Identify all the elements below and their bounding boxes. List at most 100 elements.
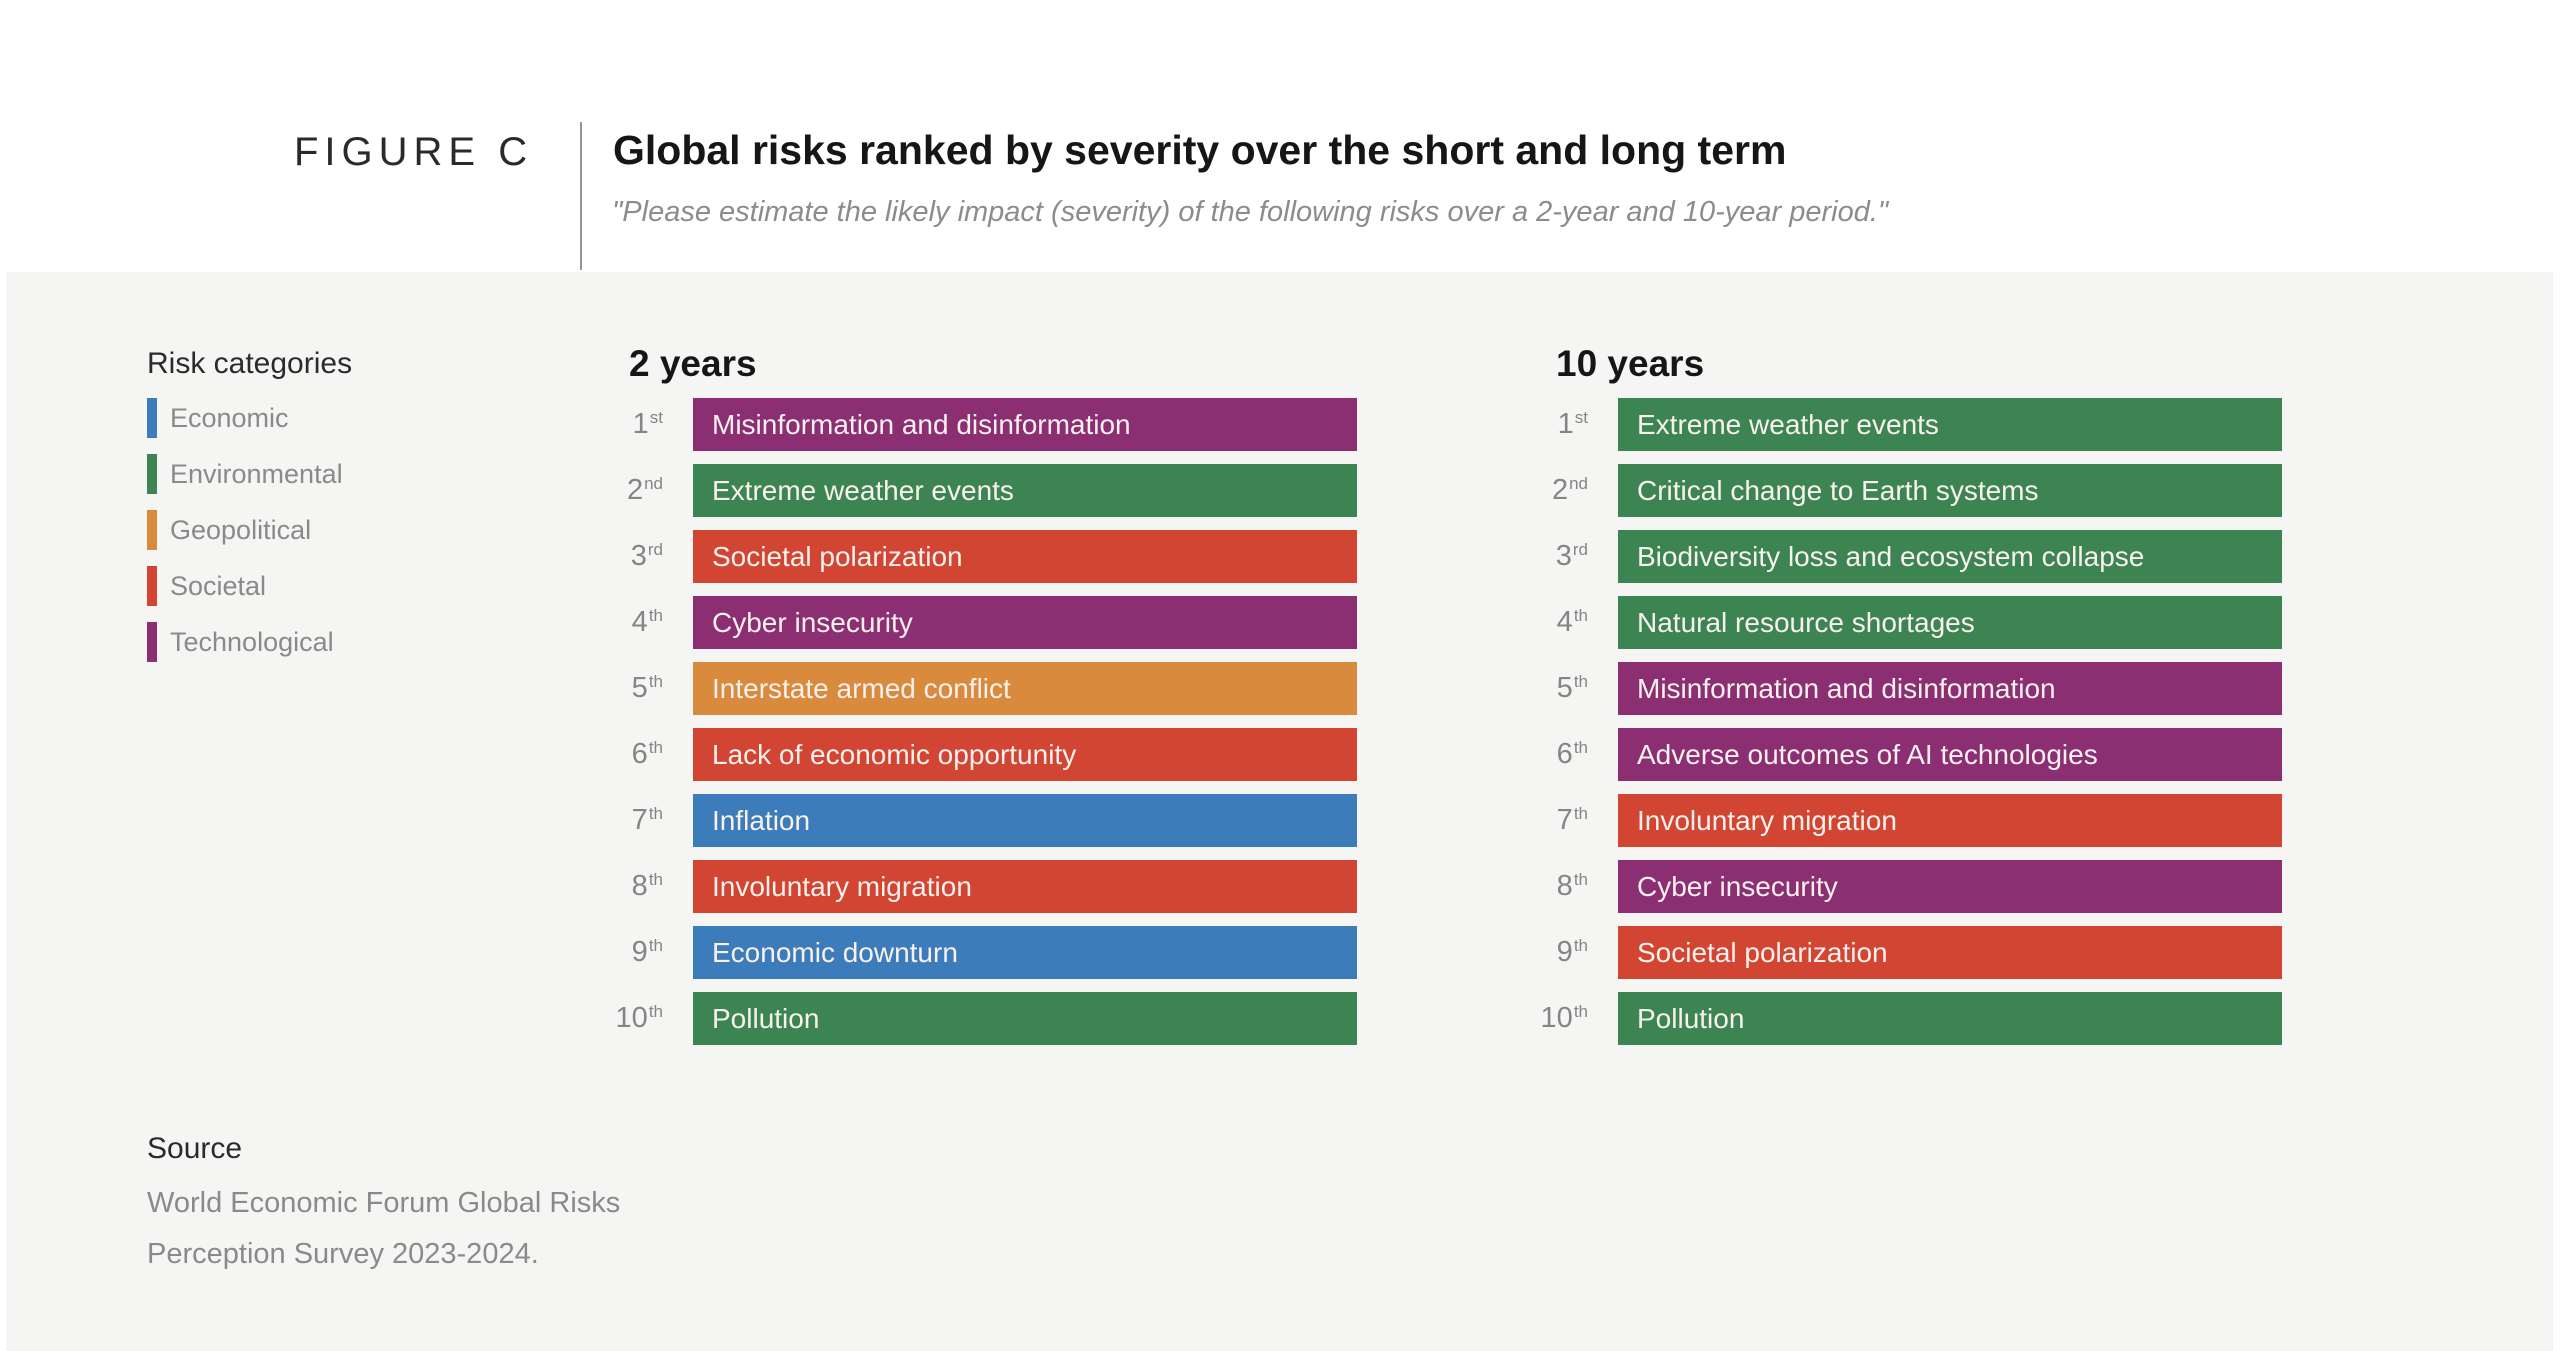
risk-bar-label: Cyber insecurity [1637,870,1838,902]
rank-number: 2 [1551,474,1569,506]
column-rows: 1st Misinformation and disinformation 2n… [543,398,1357,1045]
column-header: 2 years [629,343,757,384]
rank-number: 8 [1556,870,1573,902]
rank-row: 10th Pollution [1468,992,2282,1045]
risk-bar-label: Pollution [712,1002,820,1034]
risk-bar-label: Misinformation and disinformation [1637,672,2056,704]
rank-label: 9th [543,936,693,969]
risk-bar: Biodiversity loss and ecosystem collapse [1618,530,2282,583]
rank-label: 1st [1468,408,1618,441]
risk-bar-label: Economic downturn [712,936,958,968]
rank-suffix: th [1573,804,1588,823]
risk-bar-label: Extreme weather events [1637,408,1939,440]
rank-label: 8th [1468,870,1618,903]
risk-bar: Involuntary migration [1618,794,2282,847]
risk-bar-label: Inflation [712,804,811,836]
rank-row: 9th Societal polarization [1468,926,2282,979]
risk-bar-label: Natural resource shortages [1637,606,1975,638]
rank-number: 2 [626,474,644,506]
header-divider-line [580,122,582,270]
rank-suffix: th [1573,672,1588,691]
legend-title: Risk categories [147,347,353,380]
legend-item: Societal [147,566,352,606]
rank-number: 6 [631,738,648,770]
rank-suffix: rd [647,540,663,559]
rank-row: 3rd Societal polarization [543,530,1357,583]
rank-number: 5 [1556,672,1573,704]
rank-row: 8th Cyber insecurity [1468,860,2282,913]
risk-bar: Adverse outcomes of AI technologies [1618,728,2282,781]
rank-label: 4th [543,606,693,639]
risk-bar: Lack of economic opportunity [693,728,1357,781]
rank-suffix: th [648,738,663,757]
legend-color-chip [147,398,157,438]
rank-label: 10th [543,1002,693,1035]
rank-suffix: th [648,1002,663,1021]
rank-row: 6th Lack of economic opportunity [543,728,1357,781]
risk-bar-label: Misinformation and disinformation [712,408,1131,440]
rank-number: 3 [630,540,647,572]
rank-label: 1st [543,408,693,441]
source-title: Source [147,1132,243,1165]
rank-number: 7 [1556,804,1573,836]
rank-row: 5th Interstate armed conflict [543,662,1357,715]
rank-row: 4th Cyber insecurity [543,596,1357,649]
risk-bar-label: Involuntary migration [712,870,972,902]
rank-number: 5 [631,672,648,704]
risk-bar-label: Societal polarization [1637,936,1888,968]
figure-title: Global risks ranked by severity over the… [613,127,1787,173]
rank-label: 10th [1468,1002,1618,1035]
rank-suffix: th [648,606,663,625]
risk-bar-label: Adverse outcomes of AI technologies [1637,738,2098,770]
risk-bar: Cyber insecurity [693,596,1357,649]
rank-suffix: rd [1572,540,1588,559]
rank-row: 9th Economic downturn [543,926,1357,979]
risk-bar-label: Societal polarization [712,540,963,572]
risk-bar: Interstate armed conflict [693,662,1357,715]
legend-item: Geopolitical [147,510,352,550]
risk-bar: Economic downturn [693,926,1357,979]
risk-bar: Critical change to Earth systems [1618,464,2282,517]
rank-label: 4th [1468,606,1618,639]
rank-suffix: st [1574,408,1588,427]
source-block: Source World Economic Forum Global Risks… [147,1134,620,1280]
rank-suffix: th [1573,738,1588,757]
rank-suffix: th [1573,870,1588,889]
rank-number: 9 [1556,936,1573,968]
rank-row: 6th Adverse outcomes of AI technologies [1468,728,2282,781]
risk-bar-label: Lack of economic opportunity [712,738,1077,770]
rank-row: 7th Inflation [543,794,1357,847]
rank-number: 7 [631,804,648,836]
rank-suffix: th [1573,1002,1588,1021]
rank-suffix: st [649,408,663,427]
rank-suffix: nd [1569,474,1588,493]
rank-row: 2nd Critical change to Earth systems [1468,464,2282,517]
risk-bar-label: Involuntary migration [1637,804,1897,836]
rank-suffix: th [648,804,663,823]
rank-label: 2nd [1468,474,1618,507]
rank-row: 4th Natural resource shortages [1468,596,2282,649]
risk-bar: Misinformation and disinformation [693,398,1357,451]
rank-row: 10th Pollution [543,992,1357,1045]
risk-bar: Inflation [693,794,1357,847]
risk-bar-label: Extreme weather events [712,474,1014,506]
rank-row: 2nd Extreme weather events [543,464,1357,517]
risk-bar: Extreme weather events [1618,398,2282,451]
risk-bar: Cyber insecurity [1618,860,2282,913]
risk-bar: Societal polarization [693,530,1357,583]
rank-number: 6 [1556,738,1573,770]
rank-number: 10 [615,1002,648,1034]
rank-number: 9 [631,936,648,968]
risk-bar: Pollution [693,992,1357,1045]
legend-color-chip [147,510,157,550]
legend-item-label: Environmental [170,458,343,489]
rank-number: 8 [631,870,648,902]
ranking-column-2-years: 2 years 1st Misinformation and disinform… [543,342,1357,1058]
rank-number: 4 [631,606,648,638]
rank-label: 2nd [543,474,693,507]
legend-item: Economic [147,398,352,438]
rank-label: 3rd [1468,540,1618,573]
rank-row: 3rd Biodiversity loss and ecosystem coll… [1468,530,2282,583]
rank-label: 7th [1468,804,1618,837]
rank-number: 3 [1555,540,1572,572]
